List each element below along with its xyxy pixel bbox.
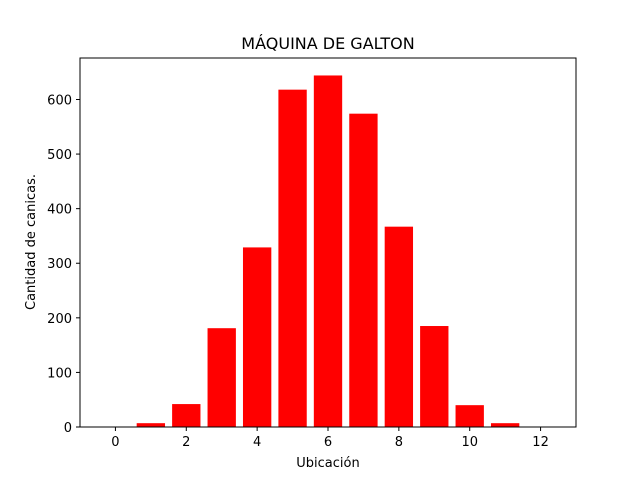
bar-4 — [242, 247, 272, 427]
y-tick-label: 600 — [47, 93, 72, 108]
x-tick-label: 8 — [395, 435, 403, 450]
x-axis-ticks: 0 2 4 6 8 10 12 — [111, 427, 549, 450]
bar-9 — [420, 326, 449, 427]
bar-1 — [136, 423, 166, 427]
y-tick-label: 500 — [47, 148, 72, 163]
bar-8 — [384, 226, 414, 427]
x-tick-label: 6 — [324, 435, 332, 450]
y-tick-label: 0 — [64, 421, 72, 436]
x-tick-label: 2 — [182, 435, 190, 450]
y-tick-label: 400 — [47, 203, 72, 218]
x-axis-label: Ubicación — [296, 456, 359, 471]
bar-5 — [278, 89, 307, 427]
chart-title: MÁQUINA DE GALTON — [241, 34, 414, 53]
x-tick-label: 0 — [111, 435, 119, 450]
bar-2 — [172, 404, 201, 427]
bar-11 — [490, 423, 520, 427]
bar-3 — [207, 328, 236, 427]
y-tick-label: 300 — [47, 257, 72, 272]
y-tick-label: 200 — [47, 312, 72, 327]
bar-7 — [349, 113, 378, 427]
y-axis-ticks: 0 100 200 300 400 500 600 — [47, 93, 80, 436]
bar-6 — [313, 75, 343, 427]
y-axis-label: Cantidad de canicas. — [24, 174, 39, 310]
y-tick-label: 100 — [47, 366, 72, 381]
bar-10 — [455, 405, 484, 427]
x-tick-label: 12 — [532, 435, 549, 450]
x-tick-label: 10 — [461, 435, 478, 450]
x-tick-label: 4 — [253, 435, 261, 450]
bars-group — [136, 75, 520, 427]
